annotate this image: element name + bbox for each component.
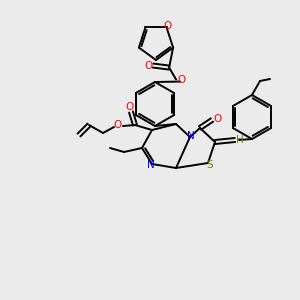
Text: S: S xyxy=(207,160,213,170)
Text: O: O xyxy=(177,75,185,85)
Text: O: O xyxy=(213,114,221,124)
Text: N: N xyxy=(147,160,155,170)
Text: O: O xyxy=(164,21,172,32)
Text: O: O xyxy=(114,120,122,130)
Text: O: O xyxy=(144,61,152,70)
Text: N: N xyxy=(187,131,195,141)
Text: O: O xyxy=(126,102,134,112)
Text: H: H xyxy=(236,135,244,145)
